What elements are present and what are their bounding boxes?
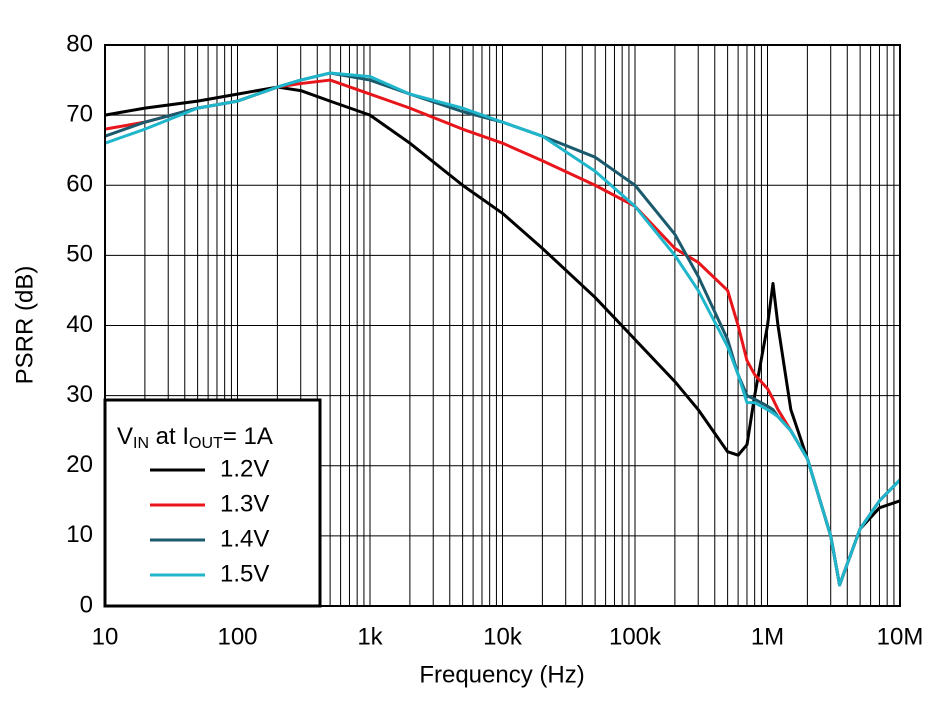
legend-label: 1.5V (220, 560, 269, 587)
legend-title-part: = 1A (223, 423, 273, 450)
y-tick-label: 50 (66, 241, 93, 268)
y-tick-label: 40 (66, 311, 93, 338)
legend-title-part: at I (149, 423, 189, 450)
y-tick-label: 60 (66, 171, 93, 198)
x-tick-label: 1M (751, 623, 784, 650)
x-tick-label: 10 (92, 623, 119, 650)
y-tick-label: 70 (66, 100, 93, 127)
y-tick-label: 0 (80, 591, 93, 618)
legend-box (103, 398, 322, 608)
y-tick-label: 20 (66, 451, 93, 478)
legend-label: 1.3V (220, 490, 269, 517)
legend-title-part: OUT (189, 435, 223, 452)
legend-title-part: IN (133, 435, 149, 452)
series-line (104, 71, 902, 587)
x-tick-label: 10k (483, 623, 523, 650)
x-tick-label: 10M (877, 623, 924, 650)
y-axis-label: PSRR (dB) (11, 266, 38, 385)
x-tick-label: 100k (609, 623, 662, 650)
x-axis-label: Frequency (Hz) (419, 661, 584, 688)
x-tick-label: 1k (357, 623, 383, 650)
plot-frame (104, 44, 901, 607)
legend-title: VIN at IOUT= 1A (117, 423, 273, 452)
y-tick-label: 80 (66, 30, 93, 57)
legend-title-part: V (117, 423, 133, 450)
legend-label: 1.2V (220, 455, 269, 482)
x-tick-label: 100 (217, 623, 257, 650)
legend-label: 1.4V (220, 525, 269, 552)
y-tick-label: 10 (66, 521, 93, 548)
y-tick-label: 30 (66, 381, 93, 408)
